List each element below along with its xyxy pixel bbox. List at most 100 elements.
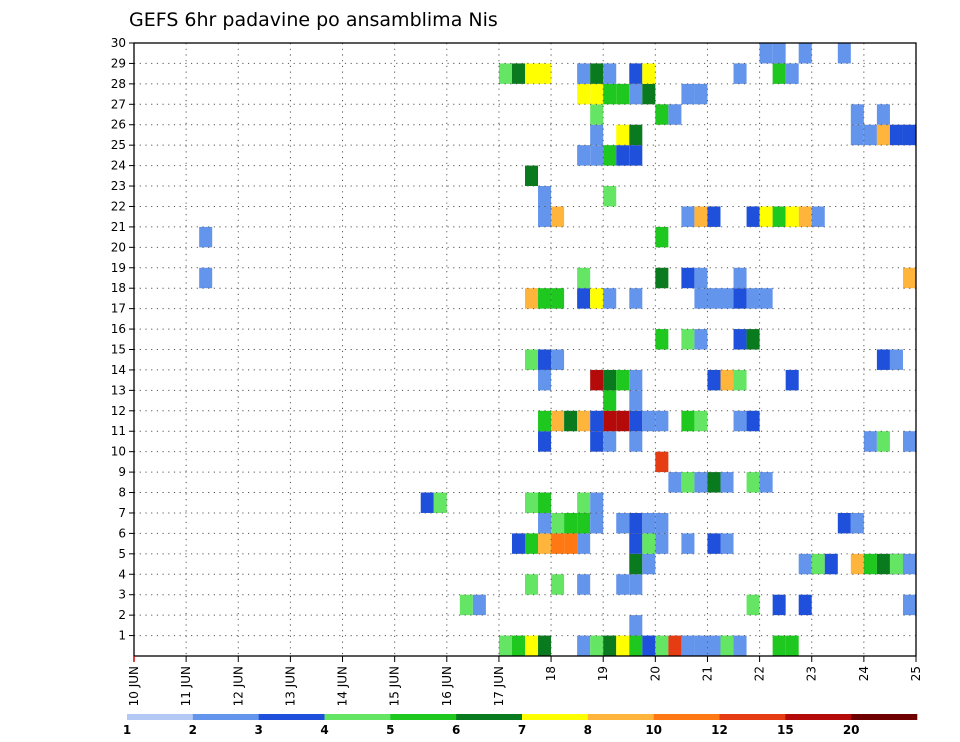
colorbar-swatch	[785, 714, 852, 720]
heatmap-cell	[746, 410, 760, 432]
y-tick-label: 6	[118, 526, 126, 540]
heatmap-cell	[603, 635, 617, 656]
x-tick-label: 13 JUN	[283, 666, 297, 706]
heatmap-cell	[525, 574, 539, 595]
heatmap-cell	[590, 369, 604, 391]
heatmap-cell	[694, 635, 708, 656]
y-tick-label: 7	[118, 506, 126, 520]
x-tick-label: 24	[857, 666, 871, 681]
colorbar-swatch	[127, 714, 194, 720]
colorbar-swatch	[258, 714, 325, 720]
colorbar-swatch	[851, 714, 918, 720]
heatmap-cell	[785, 369, 799, 391]
heatmap-cell	[720, 369, 734, 391]
heatmap-cell	[590, 63, 604, 84]
colorbar-legend: 1 2 3 4 5 6 7 8 10 12 15 20	[123, 714, 918, 737]
y-tick-label: 23	[111, 179, 126, 193]
y-tick-label: 1	[118, 629, 126, 643]
heatmap-cell	[590, 104, 604, 125]
heatmap-cell	[694, 206, 708, 227]
heatmap-cell	[564, 410, 578, 432]
heatmap-cell	[199, 226, 213, 248]
heatmap-cell	[538, 635, 552, 656]
heatmap-cell	[459, 594, 473, 616]
heatmap-cell	[577, 83, 591, 105]
colorbar-swatch	[719, 714, 786, 720]
heatmap-cell	[720, 533, 734, 554]
heatmap-cell	[642, 512, 656, 534]
heatmap-cell	[681, 533, 695, 554]
heatmap-cell	[590, 288, 604, 309]
heatmap-cell	[668, 472, 682, 493]
y-tick-label: 21	[111, 220, 126, 234]
heatmap-cell	[694, 83, 708, 105]
heatmap-cell	[655, 635, 669, 656]
heatmap-cell	[525, 63, 539, 84]
heatmap-cell	[811, 553, 825, 575]
colorbar-label: 6	[452, 723, 460, 737]
heatmap-cell	[785, 206, 799, 227]
heatmap-cell	[655, 329, 669, 350]
heatmap-cell	[616, 512, 630, 534]
heatmap-cell	[798, 43, 812, 64]
heatmap-cell	[759, 288, 773, 309]
heatmap-cell	[681, 267, 695, 289]
heatmap-cell	[772, 594, 786, 616]
heatmap-cell	[629, 615, 643, 636]
y-tick-label: 30	[111, 36, 126, 50]
heatmap-cell	[759, 43, 773, 64]
heatmap-cell	[498, 635, 512, 656]
heatmap-cell	[577, 635, 591, 656]
heatmap-cell	[420, 492, 434, 513]
heatmap-cell	[538, 186, 552, 207]
heatmap-cell	[668, 635, 682, 656]
colorbar-swatch	[522, 714, 589, 720]
heatmap-cell	[642, 63, 656, 84]
x-tick-label: 18	[544, 666, 558, 681]
x-tick-label: 17 JUN	[492, 666, 506, 706]
colorbar-swatch	[390, 714, 457, 720]
heatmap-cell	[707, 206, 721, 227]
heatmap-cell	[564, 533, 578, 554]
heatmap-cell	[629, 83, 643, 105]
x-tick-label: 11 JUN	[179, 666, 193, 706]
heatmap-cell	[616, 369, 630, 391]
heatmap-cell	[733, 288, 747, 309]
colorbar-label: 7	[518, 723, 526, 737]
y-tick-label: 26	[111, 118, 126, 132]
heatmap-cell	[199, 267, 213, 289]
y-tick-label: 8	[118, 486, 126, 500]
y-tick-label: 17	[111, 302, 126, 316]
heatmap-cell	[551, 533, 565, 554]
heatmap-cell	[798, 553, 812, 575]
heatmap-cell	[551, 349, 565, 370]
heatmap-cell	[733, 267, 747, 289]
x-tick-label: 19	[596, 666, 610, 681]
y-tick-label: 20	[111, 240, 126, 254]
y-tick-label: 2	[118, 608, 126, 622]
heatmap-cell	[525, 492, 539, 513]
heatmap-cell	[538, 349, 552, 370]
heatmap-cell	[538, 431, 552, 452]
heatmap-cell	[902, 553, 916, 575]
heatmap-cell	[629, 145, 643, 166]
heatmap-cell	[681, 83, 695, 105]
heatmap-cell	[733, 635, 747, 656]
heatmap-cell	[577, 288, 591, 309]
heatmap-cell	[590, 492, 604, 513]
colorbar-swatch	[456, 714, 523, 720]
x-tick-label: 16 JUN	[440, 666, 454, 706]
heatmap-cell	[837, 512, 851, 534]
heatmap-cell	[655, 451, 669, 473]
colorbar-swatch	[324, 714, 391, 720]
colorbar-label: 3	[254, 723, 262, 737]
heatmap-cell	[772, 43, 786, 64]
heatmap-cell	[525, 635, 539, 656]
heatmap-cell	[538, 492, 552, 513]
heatmap-cell	[850, 104, 864, 125]
y-tick-label: 4	[118, 567, 126, 581]
heatmap-cell	[577, 492, 591, 513]
y-tick-label: 14	[111, 363, 126, 377]
heatmap-cell	[850, 124, 864, 146]
